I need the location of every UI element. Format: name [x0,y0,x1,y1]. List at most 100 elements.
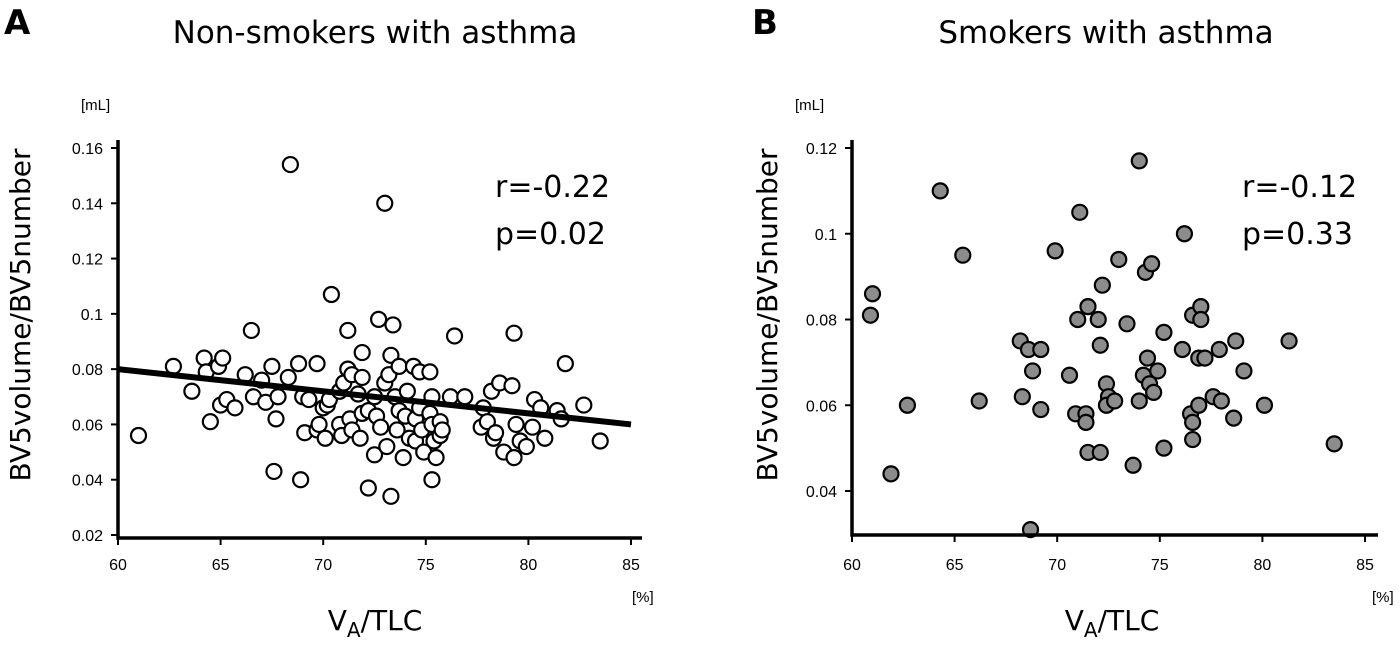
panel-letter-a: A [4,3,31,43]
data-point-a [456,388,474,406]
data-point-b [1325,435,1343,453]
chart-title-a: Non-smokers with asthma [173,15,578,51]
data-point-a [339,321,357,340]
data-point-b [1071,203,1089,221]
x-axis-title-main-b: V [1065,604,1084,637]
data-point-b [1130,152,1148,170]
axes-b [850,140,1378,537]
ticks-b: 60 65 70 75 80 85 0.04 0.06 0.08 0.1 0.12 [806,141,1374,574]
data-point-a [382,487,400,505]
data-point-b [898,396,917,414]
data-point-a [376,194,394,212]
y-unit-label-a: [mL] [81,97,110,114]
data-point-a [445,327,464,345]
data-point-a [322,285,341,304]
data-point-b [1210,340,1228,359]
data-point-b [1155,439,1173,457]
y-tick-label-a: 0.14 [72,196,103,213]
data-point-a [388,421,406,439]
data-point-a [575,396,593,414]
data-point-b [1060,366,1079,384]
x-tick-label-b: 85 [1356,557,1374,574]
chart-title-b: Smokers with asthma [938,15,1273,51]
data-point-a [421,363,439,381]
data-point-b [1069,310,1087,329]
data-point-a [390,357,408,375]
data-point-a [523,418,542,436]
data-point-b [1130,392,1148,410]
data-point-a [556,355,574,373]
data-point-b [1255,396,1274,414]
data-point-b [1138,349,1157,367]
data-point-a [353,343,371,362]
y-tick-label-b: 0.1 [815,227,837,244]
data-point-a [486,424,505,442]
data-point-b [1184,413,1202,431]
x-tick-label-b: 65 [946,557,964,574]
data-point-b [1149,362,1167,380]
data-point-b [970,392,988,410]
data-point-a [300,390,318,409]
x-axis-title-rest-b: /TLC [1098,604,1160,637]
x-axis-title-b: VA/TLC [1065,604,1160,642]
y-tick-label-b: 0.06 [806,398,837,415]
y-tick-label-a: 0.16 [72,141,103,158]
y-tick-label-a: 0.08 [72,362,103,379]
data-point-b [863,285,882,303]
data-point-b [1089,310,1107,329]
data-point-a [263,357,281,375]
data-point-a [351,429,369,447]
data-point-b [1145,383,1163,401]
chart-panel-b: B Smokers with asthma [mL] [%] BV5volume… [751,3,1394,642]
points-b [861,152,1343,539]
data-point-a [265,462,283,481]
data-point-a [267,410,285,428]
panel-letter-b: B [752,3,778,43]
y-tick-label-a: 0.12 [72,252,103,269]
data-point-b [1093,276,1111,294]
data-point-b [1079,298,1097,316]
y-tick-label-a: 0.02 [72,528,103,545]
data-point-a [214,349,232,367]
data-point-a [316,429,334,447]
data-point-a [505,324,523,342]
data-point-a [183,382,201,400]
points-a [117,155,632,505]
data-point-b [1032,400,1050,419]
data-point-b [882,465,900,483]
x-tick-label-b: 70 [1048,557,1066,574]
data-point-a [281,155,299,174]
data-point-a [310,415,328,434]
data-point-a [242,321,260,340]
stat-r-b: r=-0.12 [1242,170,1357,205]
x-axis-title-rest-a: /TLC [361,604,423,637]
data-point-b [1142,255,1161,273]
data-point-a [289,355,308,373]
data-point-b [1280,332,1298,350]
data-point-b [1227,332,1245,350]
data-point-a [359,479,377,497]
data-point-b [1023,362,1042,380]
data-point-a [394,449,412,467]
y-tick-label-a: 0.04 [72,473,103,490]
data-point-b [1190,396,1208,414]
stat-r-a: r=-0.22 [495,170,610,205]
data-point-b [1196,349,1214,367]
data-point-a [292,471,310,489]
data-point-a [378,437,396,456]
data-point-a [536,429,554,447]
data-point-b [1077,413,1095,431]
x-tick-label-a: 60 [109,557,127,574]
axes-a [116,140,642,540]
data-point-b [1032,340,1050,359]
data-point-a [505,449,523,467]
data-point-a [384,316,402,334]
data-point-a [279,368,297,387]
regression-line-a [117,366,632,428]
data-point-a [398,382,416,400]
data-point-a [507,415,525,434]
data-point-b [1212,392,1230,410]
y-tick-label-b: 0.08 [806,313,837,330]
x-axis-title-sub-b: A [1084,618,1098,642]
chart-panel-a: A Non-smokers with asthma [mL] [%] BV5vo… [4,3,654,642]
